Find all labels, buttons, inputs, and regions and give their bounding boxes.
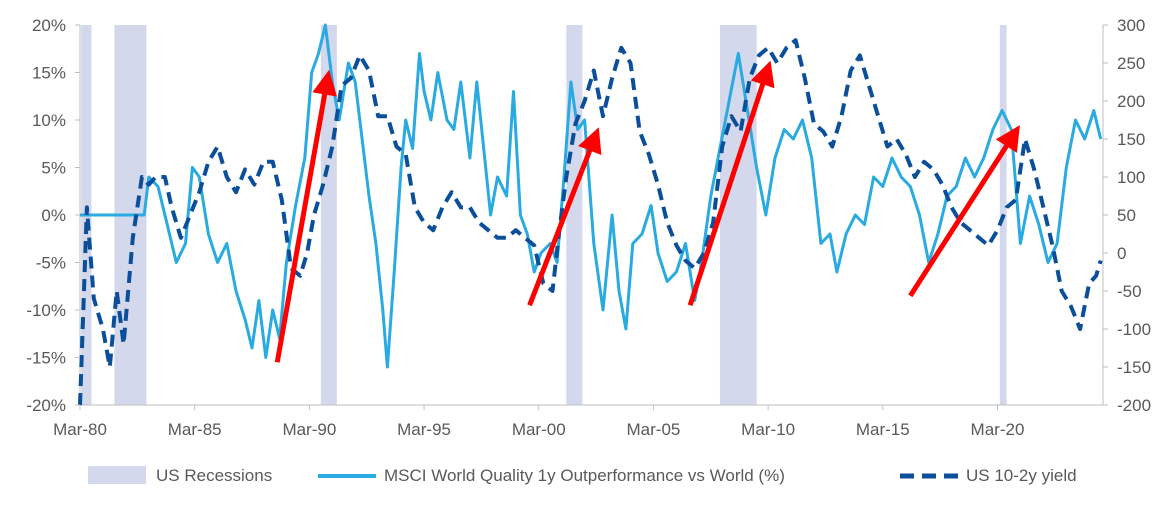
legend-swatch-recessions xyxy=(88,466,146,484)
left-tick-label: -20% xyxy=(26,396,66,415)
series-lines xyxy=(78,23,1103,406)
x-tick-label: Mar-10 xyxy=(741,420,795,439)
x-tick-label: Mar-80 xyxy=(53,420,107,439)
right-tick-label: 250 xyxy=(1117,54,1145,73)
legend-label-msci: MSCI World Quality 1y Outperformance vs … xyxy=(384,466,785,485)
left-tick-label: 15% xyxy=(32,64,66,83)
x-tick-label: Mar-05 xyxy=(627,420,681,439)
series-line-msci-quality-outperformance xyxy=(80,23,1103,369)
legend-label-recessions: US Recessions xyxy=(156,466,272,485)
legend: US Recessions MSCI World Quality 1y Outpe… xyxy=(88,466,1077,485)
series-line-us-10-2y-yield xyxy=(78,38,1103,406)
right-tick-label: 50 xyxy=(1117,206,1136,225)
right-tick-label: 300 xyxy=(1117,16,1145,35)
left-tick-label: 20% xyxy=(32,16,66,35)
right-tick-label: 0 xyxy=(1117,244,1126,263)
right-tick-label: -50 xyxy=(1117,282,1142,301)
right-tick-label: -150 xyxy=(1117,358,1151,377)
left-tick-label: -10% xyxy=(26,301,66,320)
right-y-axis-ticks: 300 250 200 150 100 50 0 -50 -100 -150 -200 xyxy=(1103,16,1151,415)
recession-band-4 xyxy=(719,25,757,405)
trend-arrow-1 xyxy=(274,69,337,363)
x-tick-label: Mar-15 xyxy=(856,420,910,439)
left-tick-label: -5% xyxy=(36,254,66,273)
x-tick-label: Mar-85 xyxy=(168,420,222,439)
right-tick-label: 200 xyxy=(1117,92,1145,111)
trend-arrow-4 xyxy=(908,125,1020,298)
trend-arrow-2 xyxy=(527,127,602,307)
trend-arrow-3 xyxy=(687,60,775,307)
legend-label-yield: US 10-2y yield xyxy=(966,466,1077,485)
x-tick-label: Mar-00 xyxy=(512,420,566,439)
left-tick-label: 0% xyxy=(41,206,66,225)
right-tick-label: -100 xyxy=(1117,320,1151,339)
x-axis-ticks: Mar-80 Mar-85 Mar-90 Mar-95 Mar-00 Mar-05 Mar-… xyxy=(53,405,1024,439)
left-tick-label: 5% xyxy=(41,159,66,178)
left-tick-label: 10% xyxy=(32,111,66,130)
right-tick-label: 150 xyxy=(1117,130,1145,149)
annotation-arrows xyxy=(274,60,1020,363)
recession-band-2 xyxy=(320,25,337,405)
left-y-axis-ticks: 20% 15% 10% 5% 0% -5% -10% -15% -20% xyxy=(26,16,80,415)
left-tick-label: -15% xyxy=(26,349,66,368)
x-tick-label: Mar-90 xyxy=(282,420,336,439)
x-tick-label: Mar-95 xyxy=(397,420,451,439)
x-tick-label: Mar-20 xyxy=(971,420,1025,439)
recession-band-3 xyxy=(566,25,583,405)
right-tick-label: -200 xyxy=(1117,396,1151,415)
right-tick-label: 100 xyxy=(1117,168,1145,187)
